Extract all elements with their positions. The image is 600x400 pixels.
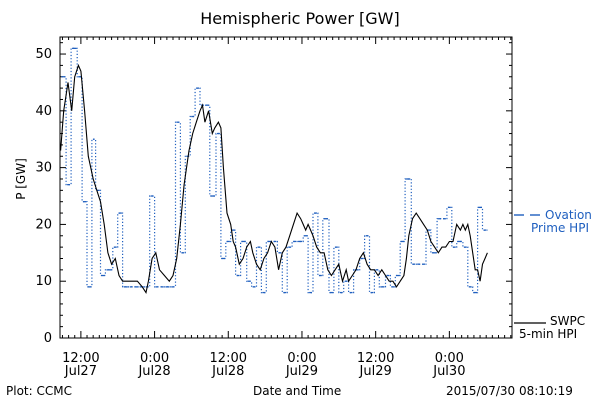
x-tick-date-label: Jul27 — [64, 364, 97, 379]
footer-plot-credit: Plot: CCMC — [6, 384, 72, 398]
y-tick-label: 50 — [35, 47, 52, 62]
footer-timestamp: 2015/07/30 08:10:19 — [446, 384, 573, 398]
legend-ovation-label-1: Ovation — [545, 208, 592, 222]
x-tick-time-label: 12:00 — [62, 351, 99, 366]
x-tick-date-label: Jul29 — [359, 364, 392, 379]
x-axis-label: Date and Time — [253, 384, 342, 398]
y-tick-label: 0 — [44, 331, 52, 346]
x-tick-date-label: Jul30 — [432, 364, 465, 379]
y-tick-label: 20 — [35, 217, 52, 232]
x-tick-date-label: Jul29 — [285, 364, 318, 379]
legend-marks — [514, 214, 546, 324]
legend-swpc-label-2: 5-min HPI — [519, 327, 578, 341]
y-axis-ticks: 0 10 20 30 40 50 — [35, 42, 512, 346]
x-tick-time-label: 0:00 — [287, 351, 316, 366]
x-tick-date-label: Jul28 — [211, 364, 244, 379]
x-tick-time-label: 0:00 — [435, 351, 464, 366]
y-tick-label: 30 — [35, 161, 52, 176]
y-tick-label: 10 — [35, 274, 52, 289]
y-tick-label: 40 — [35, 104, 52, 119]
series-swpc-line — [60, 63, 488, 295]
x-tick-time-label: 12:00 — [357, 351, 394, 366]
series-layer — [60, 47, 488, 295]
plot-axes — [59, 36, 513, 339]
x-tick-date-label: Jul28 — [137, 364, 170, 379]
series-ovation-prime-dotted-steps — [61, 47, 488, 294]
x-tick-time-label: 12:00 — [210, 351, 247, 366]
legend-ovation-label-2: Prime HPI — [531, 221, 589, 235]
legend-swpc-label-1: SWPC — [550, 314, 586, 328]
x-tick-time-label: 0:00 — [140, 351, 169, 366]
chart-title: Hemispheric Power [GW] — [200, 9, 400, 28]
y-axis-label: P [GW] — [14, 158, 28, 200]
plot-frame — [59, 36, 513, 339]
x-axis-ticks: 12:00Jul270:00Jul2812:00Jul280:00Jul2912… — [61, 37, 512, 379]
